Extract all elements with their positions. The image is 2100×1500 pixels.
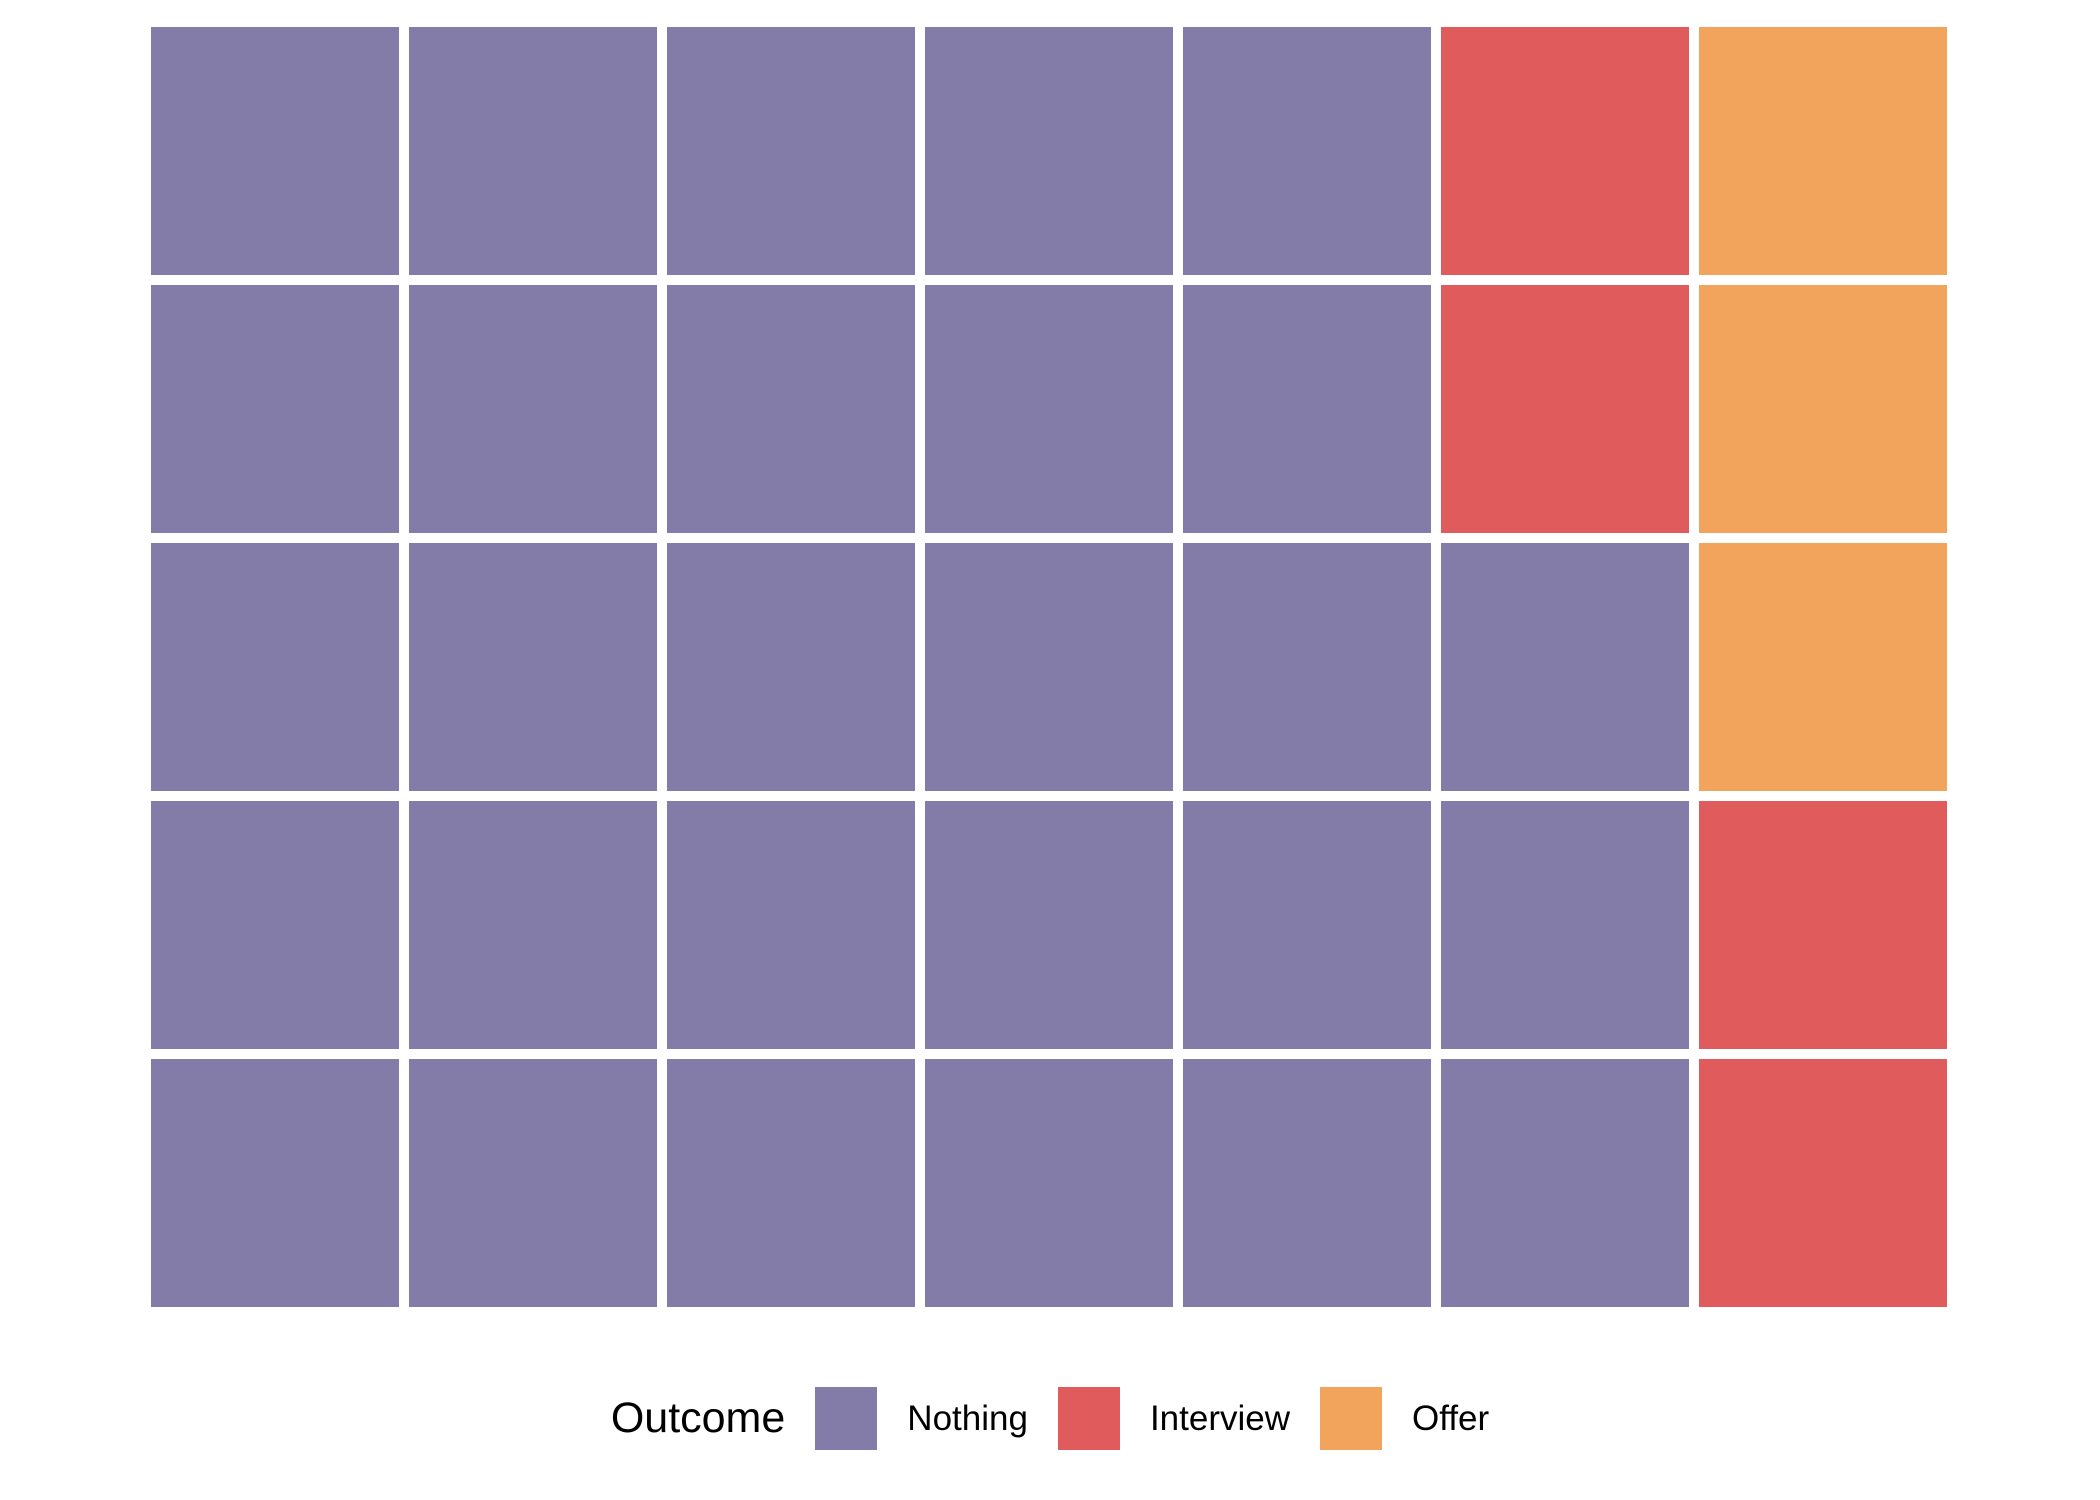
- waffle-cell-r3c3: [667, 543, 915, 791]
- waffle-cell-r1c4: [925, 27, 1173, 275]
- waffle-cell-r5c2: [409, 1059, 657, 1307]
- legend-swatch-interview: [1057, 1387, 1120, 1450]
- legend-label-interview: Interview: [1149, 1399, 1290, 1438]
- waffle-cell-r2c7: [1699, 285, 1947, 533]
- waffle-cell-r5c4: [925, 1059, 1173, 1307]
- legend: Outcome Nothing Interview Offer: [0, 1387, 2100, 1450]
- waffle-cell-r3c6: [1441, 543, 1689, 791]
- waffle-cell-r5c1: [151, 1059, 399, 1307]
- legend-swatch-nothing: [815, 1387, 878, 1450]
- waffle-cell-r5c3: [667, 1059, 915, 1307]
- legend-item-offer: Offer: [1320, 1387, 1489, 1450]
- waffle-cell-r5c7: [1699, 1059, 1947, 1307]
- legend-item-nothing: Nothing: [815, 1387, 1028, 1450]
- waffle-cell-r3c2: [409, 543, 657, 791]
- waffle-grid: [151, 27, 1947, 1307]
- waffle-cell-r4c7: [1699, 801, 1947, 1049]
- waffle-cell-r3c7: [1699, 543, 1947, 791]
- waffle-cell-r4c2: [409, 801, 657, 1049]
- waffle-cell-r5c6: [1441, 1059, 1689, 1307]
- waffle-cell-r2c6: [1441, 285, 1689, 533]
- waffle-cell-r2c4: [925, 285, 1173, 533]
- waffle-cell-r2c3: [667, 285, 915, 533]
- waffle-cell-r3c4: [925, 543, 1173, 791]
- waffle-cell-r4c4: [925, 801, 1173, 1049]
- waffle-cell-r3c1: [151, 543, 399, 791]
- legend-label-offer: Offer: [1412, 1399, 1490, 1438]
- waffle-cell-r2c2: [409, 285, 657, 533]
- waffle-cell-r1c3: [667, 27, 915, 275]
- waffle-cell-r4c6: [1441, 801, 1689, 1049]
- waffle-cell-r2c1: [151, 285, 399, 533]
- waffle-cell-r4c5: [1183, 801, 1431, 1049]
- waffle-cell-r1c1: [151, 27, 399, 275]
- waffle-cell-r2c5: [1183, 285, 1431, 533]
- waffle-cell-r1c5: [1183, 27, 1431, 275]
- waffle-cell-r5c5: [1183, 1059, 1431, 1307]
- legend-title: Outcome: [610, 1394, 786, 1442]
- legend-label-nothing: Nothing: [907, 1399, 1028, 1438]
- waffle-cell-r4c3: [667, 801, 915, 1049]
- waffle-cell-r1c2: [409, 27, 657, 275]
- waffle-cell-r4c1: [151, 801, 399, 1049]
- waffle-cell-r1c6: [1441, 27, 1689, 275]
- legend-item-interview: Interview: [1057, 1387, 1290, 1450]
- legend-swatch-offer: [1320, 1387, 1382, 1450]
- waffle-cell-r3c5: [1183, 543, 1431, 791]
- waffle-cell-r1c7: [1699, 27, 1947, 275]
